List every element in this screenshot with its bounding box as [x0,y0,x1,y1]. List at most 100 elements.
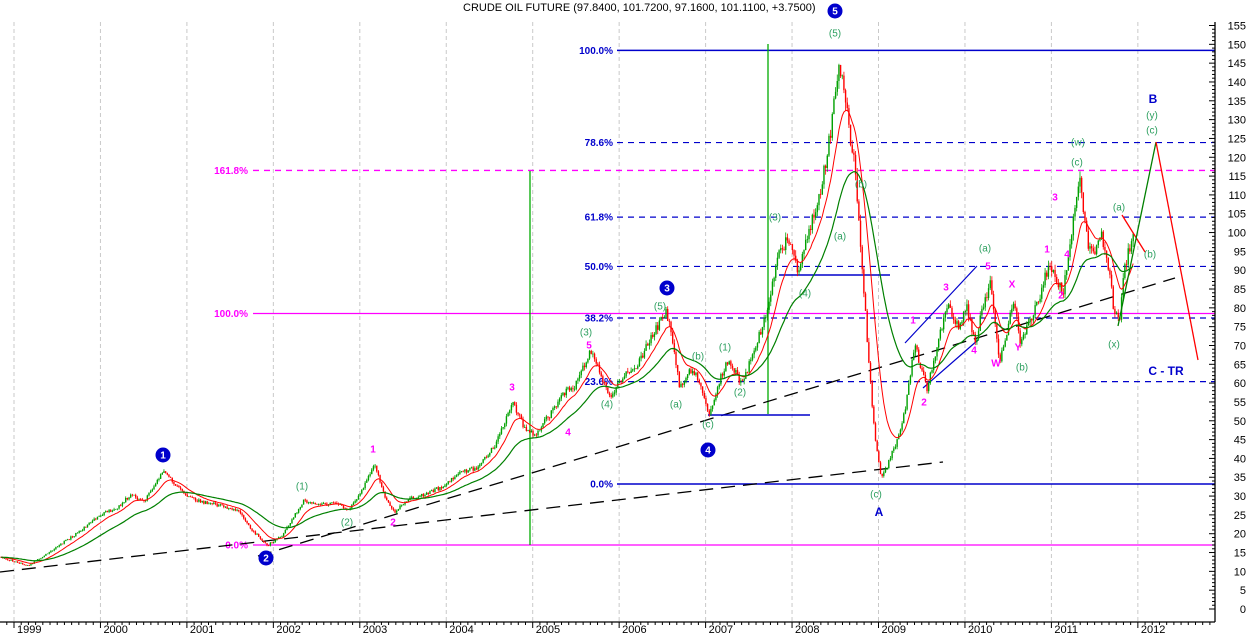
candle-body [1070,235,1073,245]
candle-body [138,499,140,500]
candle-body [1041,287,1043,299]
candle-body [287,525,290,527]
candle-body [460,471,463,473]
candle-body [391,505,393,509]
candle-body [853,152,855,155]
x-axis-label: 2006 [622,624,646,636]
candle-body [715,394,717,401]
candle-body [382,487,385,492]
candle-body [690,369,692,374]
candle-body [354,500,356,503]
candle-body [1022,334,1025,340]
candle-body [946,308,948,313]
candle-body [442,486,444,489]
candle-body [725,362,727,372]
candle-body [548,417,551,419]
wave-label-green: (1) [296,482,308,493]
candle-body [771,281,774,295]
candle-body [134,494,137,498]
candle-body [658,320,661,330]
y-axis-label: 70 [1234,340,1246,352]
candle-body [773,277,775,282]
candle-body [359,493,361,496]
candle-body [186,494,188,497]
candle-body [893,448,895,451]
candle-body [342,505,345,509]
wave-label-magenta: X [1009,280,1016,291]
candle-body [731,365,734,369]
candle-body [939,329,942,339]
candle-body [515,404,518,413]
candle-body [911,359,913,376]
wave-label-green: (5) [829,29,841,40]
candle-body [364,482,366,489]
candle-body [1062,293,1065,295]
wave-label-magenta: 1 [1044,245,1050,256]
candle-body [552,408,554,411]
channel-line [922,339,979,389]
candle-body [492,447,494,449]
candle-body [191,497,193,498]
candle-body [913,352,915,360]
candle-body [638,358,641,367]
candle-body [93,518,95,521]
candle-body [691,371,694,374]
candle-body [168,474,170,477]
candle-body [26,565,29,566]
candle-body [647,344,649,346]
wave-circle-marker [827,3,843,19]
candle-body [125,497,127,503]
candle-body [1092,248,1094,252]
candle-body [587,358,589,363]
candle-body [1044,272,1046,286]
candle-body [259,536,262,539]
wave-label-magenta: 3 [943,283,949,294]
candle-body [404,501,406,505]
candle-body [489,452,491,456]
candle-body [700,383,702,387]
candle-body [547,416,549,418]
candle-body [253,530,255,532]
candle-body [1039,298,1041,302]
fib-blue-label: 61.8% [585,213,613,224]
candle-body [484,456,486,460]
candle-body [3,558,6,559]
candle-body [352,502,355,505]
candle-body [957,321,960,329]
candle-body [823,165,825,185]
candle-body [642,355,644,358]
candle-body [469,467,471,471]
candle-body [357,495,360,500]
candle-body [296,512,298,514]
candle-body [926,381,928,392]
candle-body [123,502,125,503]
wave-circle-number: 3 [664,284,670,295]
candle-body [512,402,514,406]
candle-body [918,349,920,363]
candle-body [379,475,381,483]
forecast-line [1117,141,1157,327]
candle-body [86,524,89,528]
candle-body [575,380,577,390]
candle-body [864,293,867,311]
candle-body [459,471,461,474]
candle-body [698,379,700,384]
candle-body [1024,334,1026,335]
candle-body [746,372,749,373]
candle-body [56,546,59,548]
candle-body [686,374,689,378]
candle-body [276,538,278,541]
candle-body [1067,257,1070,271]
candle-body [1016,308,1018,317]
x-axis-label: 2002 [276,624,300,636]
candle-body [440,487,443,489]
y-axis-label: 10 [1234,566,1246,578]
candle-body [610,395,612,397]
candle-body [778,250,780,258]
candle-body [63,541,65,544]
candle-body [377,471,380,476]
candle-body [16,561,19,563]
candle-body [475,468,478,470]
y-axis-label: 50 [1234,416,1246,428]
candle-body [213,502,215,504]
